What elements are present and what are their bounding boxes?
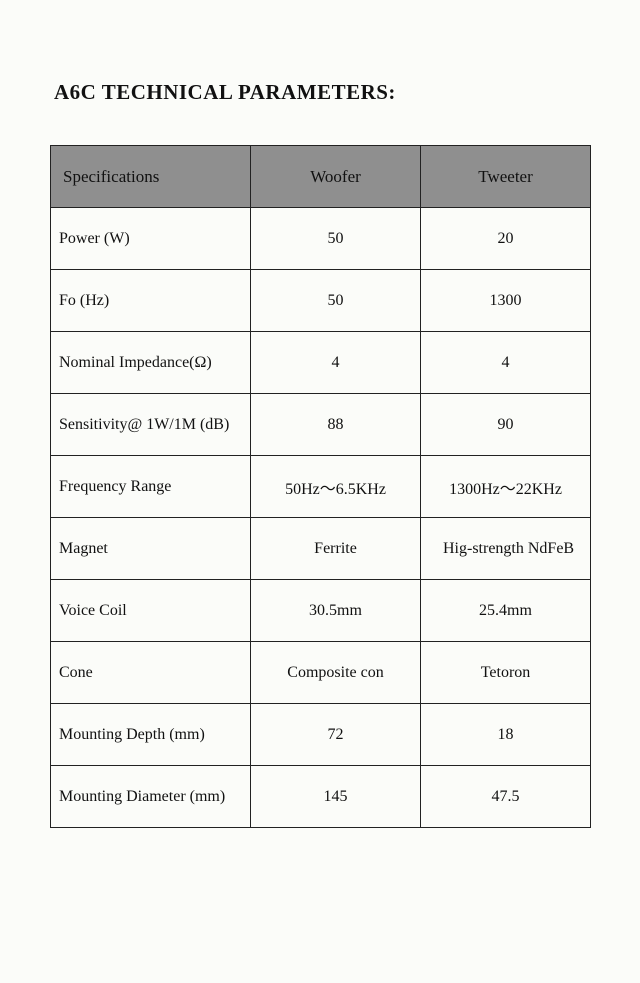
col-header-woofer: Woofer	[251, 146, 421, 208]
row-woofer: 50Hz～6.5KHz	[251, 456, 421, 518]
table-row: Voice Coil 30.5mm 25.4mm	[51, 580, 591, 642]
table-row: Mounting Depth (mm) 72 18	[51, 704, 591, 766]
row-woofer: 50	[251, 270, 421, 332]
table-body: Power (W) 50 20 Fo (Hz) 50 1300 Nominal …	[51, 208, 591, 828]
row-label: Mounting Depth (mm)	[51, 704, 251, 766]
document-page: A6C TECHNICAL PARAMETERS: Specifications…	[0, 0, 640, 983]
table-row: Frequency Range 50Hz～6.5KHz 1300Hz～22KHz	[51, 456, 591, 518]
row-tweeter: 47.5	[421, 766, 591, 828]
row-label: Frequency Range	[51, 456, 251, 518]
row-label: Sensitivity@ 1W/1M (dB)	[51, 394, 251, 456]
row-label: Nominal Impedance(Ω)	[51, 332, 251, 394]
row-woofer: 145	[251, 766, 421, 828]
row-tweeter: 4	[421, 332, 591, 394]
row-label: Voice Coil	[51, 580, 251, 642]
row-label: Magnet	[51, 518, 251, 580]
table-row: Mounting Diameter (mm) 145 47.5	[51, 766, 591, 828]
col-header-spec: Specifications	[51, 146, 251, 208]
row-woofer: Ferrite	[251, 518, 421, 580]
row-woofer: 88	[251, 394, 421, 456]
table-header-row: Specifications Woofer Tweeter	[51, 146, 591, 208]
row-woofer: 4	[251, 332, 421, 394]
col-header-tweeter: Tweeter	[421, 146, 591, 208]
row-label: Mounting Diameter (mm)	[51, 766, 251, 828]
table-row: Cone Composite con Tetoron	[51, 642, 591, 704]
row-tweeter: 20	[421, 208, 591, 270]
row-woofer: 50	[251, 208, 421, 270]
page-title: A6C TECHNICAL PARAMETERS:	[54, 80, 600, 105]
row-tweeter: 1300	[421, 270, 591, 332]
table-row: Magnet Ferrite Hig-strength NdFeB	[51, 518, 591, 580]
row-tweeter: 90	[421, 394, 591, 456]
row-label: Cone	[51, 642, 251, 704]
table-row: Power (W) 50 20	[51, 208, 591, 270]
row-tweeter: 1300Hz～22KHz	[421, 456, 591, 518]
row-tweeter: Tetoron	[421, 642, 591, 704]
row-woofer: Composite con	[251, 642, 421, 704]
table-row: Fo (Hz) 50 1300	[51, 270, 591, 332]
row-tweeter: 25.4mm	[421, 580, 591, 642]
row-label: Fo (Hz)	[51, 270, 251, 332]
row-woofer: 30.5mm	[251, 580, 421, 642]
spec-table: Specifications Woofer Tweeter Power (W) …	[50, 145, 591, 828]
table-row: Sensitivity@ 1W/1M (dB) 88 90	[51, 394, 591, 456]
row-woofer: 72	[251, 704, 421, 766]
table-row: Nominal Impedance(Ω) 4 4	[51, 332, 591, 394]
row-tweeter: 18	[421, 704, 591, 766]
row-label: Power (W)	[51, 208, 251, 270]
row-tweeter: Hig-strength NdFeB	[421, 518, 591, 580]
